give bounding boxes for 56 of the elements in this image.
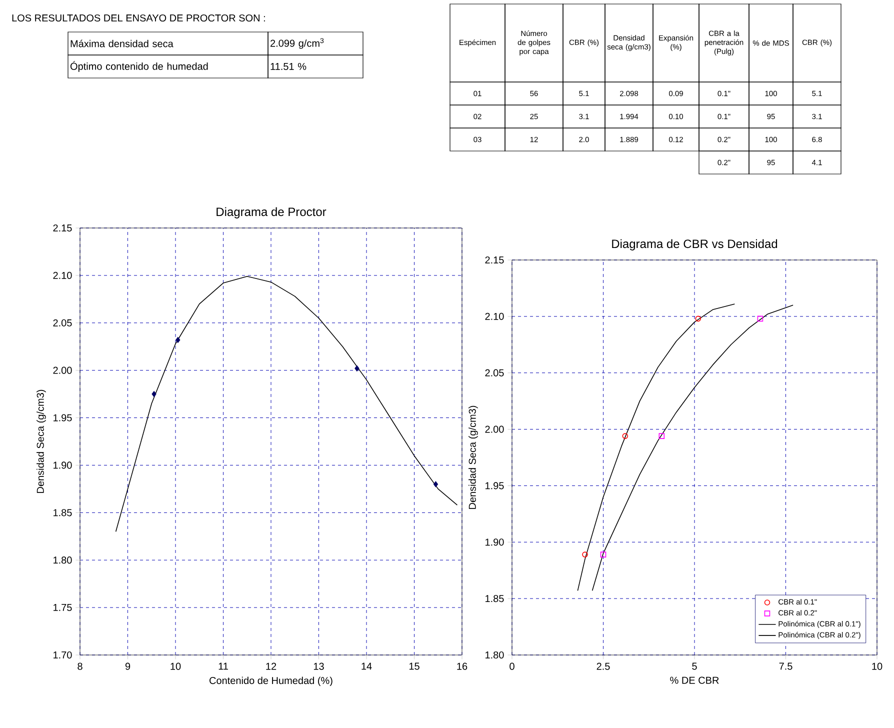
- y-axis-title: Densidad Seca (g/cm3): [468, 406, 478, 509]
- y-tick-label: 2.10: [485, 312, 504, 320]
- x-tick-label: 8: [78, 662, 82, 670]
- x-tick-label: 11: [218, 662, 228, 670]
- y-tick-label: 2.15: [485, 256, 504, 264]
- y-tick-label: 1.95: [486, 482, 504, 490]
- y-tick-label: 1.90: [486, 538, 504, 546]
- point: [600, 552, 606, 558]
- point: [658, 433, 665, 439]
- y-tick-label: 2.15: [53, 224, 72, 232]
- text: 11.51 %: [270, 62, 306, 70]
- x-tick-label: 5: [692, 662, 697, 670]
- y-tick-label: 1.85: [54, 509, 72, 516]
- x-tick-label: 2.5: [596, 662, 610, 670]
- y-tick-label: 1.90: [54, 462, 72, 469]
- y-tick-label: 1.70: [54, 651, 72, 659]
- y-tick-label: 1.85: [486, 595, 504, 602]
- x-tick-label: 10: [170, 662, 181, 670]
- text: Óptimo contenido de humedad: [70, 61, 208, 72]
- x-tick-label: 9: [125, 662, 130, 670]
- point: [622, 433, 628, 439]
- y-tick-label: 1.80: [486, 651, 504, 659]
- point: [757, 316, 764, 322]
- y-tick-label: 2.00: [53, 366, 72, 374]
- line-series: [577, 304, 736, 592]
- y-tick-label: 2.05: [53, 319, 72, 326]
- y-axis-title: Densidad Seca (g/cm3): [36, 390, 46, 493]
- chart-title: Diagrama de Proctor: [216, 207, 326, 218]
- line-series: [592, 304, 794, 592]
- y-tick-label: 1.80: [54, 556, 72, 564]
- point: [152, 391, 156, 397]
- point: [582, 552, 588, 558]
- y-tick-label: 2.00: [485, 426, 504, 433]
- line-series: [115, 276, 458, 532]
- text: LOS RESULTADOS DEL ENSAYO DE PROCTOR SON :: [12, 14, 265, 22]
- text: 2.099 g/cm$^{3}$: [270, 38, 324, 49]
- x-tick-label: 7.5: [779, 662, 792, 670]
- y-tick-label: 2.05: [485, 369, 504, 376]
- chart-title: Diagrama de CBR vs Densidad: [612, 239, 778, 250]
- text: Máxima densidad seca: [70, 40, 174, 48]
- point: [695, 316, 702, 322]
- x-tick-label: 12: [266, 662, 276, 670]
- y-tick-label: 1.95: [54, 414, 72, 422]
- x-tick-label: 13: [314, 662, 324, 670]
- x-tick-label: 14: [362, 662, 372, 670]
- x-axis-title: Contenido de Humedad (%): [210, 676, 332, 686]
- point: [176, 337, 180, 343]
- point: [354, 366, 360, 372]
- x-axis-title: % DE CBR: [670, 676, 719, 684]
- y-tick-label: 1.75: [54, 604, 72, 612]
- x-tick-label: 16: [457, 662, 468, 670]
- point: [433, 481, 438, 488]
- x-tick-label: 10: [872, 662, 882, 670]
- x-tick-label: 0: [510, 662, 514, 670]
- x-tick-label: 15: [409, 662, 420, 670]
- y-tick-label: 2.10: [53, 272, 72, 279]
